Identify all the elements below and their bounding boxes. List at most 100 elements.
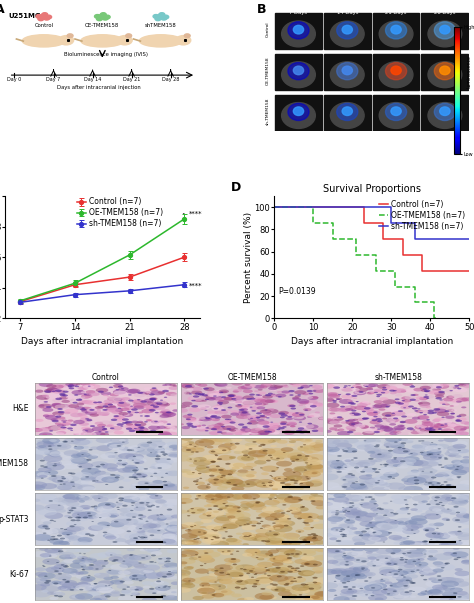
Circle shape: [387, 407, 400, 411]
Circle shape: [328, 589, 337, 592]
Circle shape: [126, 513, 138, 517]
Circle shape: [219, 579, 233, 584]
Circle shape: [344, 405, 357, 410]
Circle shape: [135, 589, 139, 590]
Circle shape: [395, 428, 404, 431]
Circle shape: [246, 523, 250, 525]
Circle shape: [269, 531, 286, 538]
Circle shape: [200, 407, 206, 409]
Circle shape: [355, 586, 367, 590]
Text: Day 7: Day 7: [46, 77, 61, 82]
Circle shape: [113, 384, 123, 388]
Circle shape: [404, 592, 410, 593]
Circle shape: [429, 499, 448, 505]
Circle shape: [328, 444, 337, 447]
Circle shape: [453, 461, 468, 467]
Circle shape: [61, 420, 67, 422]
Circle shape: [60, 460, 74, 466]
Circle shape: [313, 540, 325, 545]
Circle shape: [189, 557, 198, 560]
Circle shape: [131, 421, 138, 423]
Circle shape: [45, 415, 59, 420]
Circle shape: [134, 404, 145, 408]
Circle shape: [204, 387, 215, 391]
Circle shape: [68, 386, 72, 388]
Circle shape: [136, 456, 144, 459]
Bar: [373, 95, 419, 131]
Circle shape: [293, 513, 310, 519]
Circle shape: [424, 461, 439, 467]
Circle shape: [180, 558, 196, 564]
Circle shape: [344, 512, 361, 518]
Circle shape: [368, 458, 374, 460]
Bar: [324, 13, 371, 49]
Circle shape: [68, 535, 82, 540]
Circle shape: [144, 405, 154, 409]
Circle shape: [331, 511, 337, 513]
Circle shape: [405, 496, 412, 499]
Circle shape: [92, 480, 96, 482]
Circle shape: [121, 496, 140, 502]
Circle shape: [294, 559, 308, 564]
Circle shape: [353, 457, 358, 459]
Circle shape: [370, 427, 375, 429]
Circle shape: [35, 390, 44, 393]
Circle shape: [82, 530, 99, 536]
Circle shape: [281, 541, 292, 545]
Circle shape: [49, 555, 52, 557]
Circle shape: [298, 531, 301, 532]
Circle shape: [287, 421, 297, 425]
Circle shape: [97, 522, 110, 526]
Circle shape: [130, 517, 146, 523]
Circle shape: [118, 459, 128, 463]
Circle shape: [306, 478, 310, 479]
Circle shape: [425, 428, 432, 430]
Circle shape: [111, 418, 118, 421]
Circle shape: [49, 458, 61, 463]
Circle shape: [196, 482, 205, 485]
Circle shape: [105, 484, 108, 485]
Circle shape: [142, 476, 146, 478]
Circle shape: [145, 519, 153, 522]
Circle shape: [95, 513, 111, 518]
Circle shape: [115, 449, 128, 454]
Circle shape: [321, 396, 335, 402]
Text: 28 Days: 28 Days: [434, 10, 456, 15]
Circle shape: [40, 553, 51, 557]
Circle shape: [297, 454, 302, 456]
Circle shape: [326, 502, 343, 508]
Circle shape: [121, 591, 131, 595]
Circle shape: [155, 495, 158, 496]
Circle shape: [276, 461, 292, 467]
Circle shape: [213, 479, 219, 481]
Circle shape: [303, 584, 321, 590]
Circle shape: [419, 412, 423, 414]
Circle shape: [398, 520, 404, 523]
Circle shape: [214, 397, 225, 402]
Circle shape: [206, 487, 209, 488]
Circle shape: [40, 466, 44, 467]
Circle shape: [31, 532, 44, 537]
Circle shape: [57, 586, 67, 589]
Circle shape: [64, 535, 74, 540]
Circle shape: [379, 578, 390, 582]
Circle shape: [134, 554, 152, 561]
Circle shape: [345, 408, 353, 411]
Circle shape: [408, 548, 417, 551]
Circle shape: [440, 596, 456, 602]
Circle shape: [268, 534, 287, 541]
Circle shape: [195, 569, 209, 573]
Circle shape: [370, 508, 379, 511]
Circle shape: [126, 556, 142, 561]
Circle shape: [98, 411, 109, 416]
Circle shape: [345, 510, 347, 511]
Circle shape: [270, 387, 283, 391]
Circle shape: [158, 558, 163, 560]
Circle shape: [297, 387, 303, 389]
Circle shape: [434, 385, 441, 387]
Circle shape: [135, 427, 148, 432]
Circle shape: [406, 579, 410, 581]
Circle shape: [232, 397, 236, 399]
Circle shape: [285, 478, 295, 481]
Circle shape: [161, 534, 180, 541]
